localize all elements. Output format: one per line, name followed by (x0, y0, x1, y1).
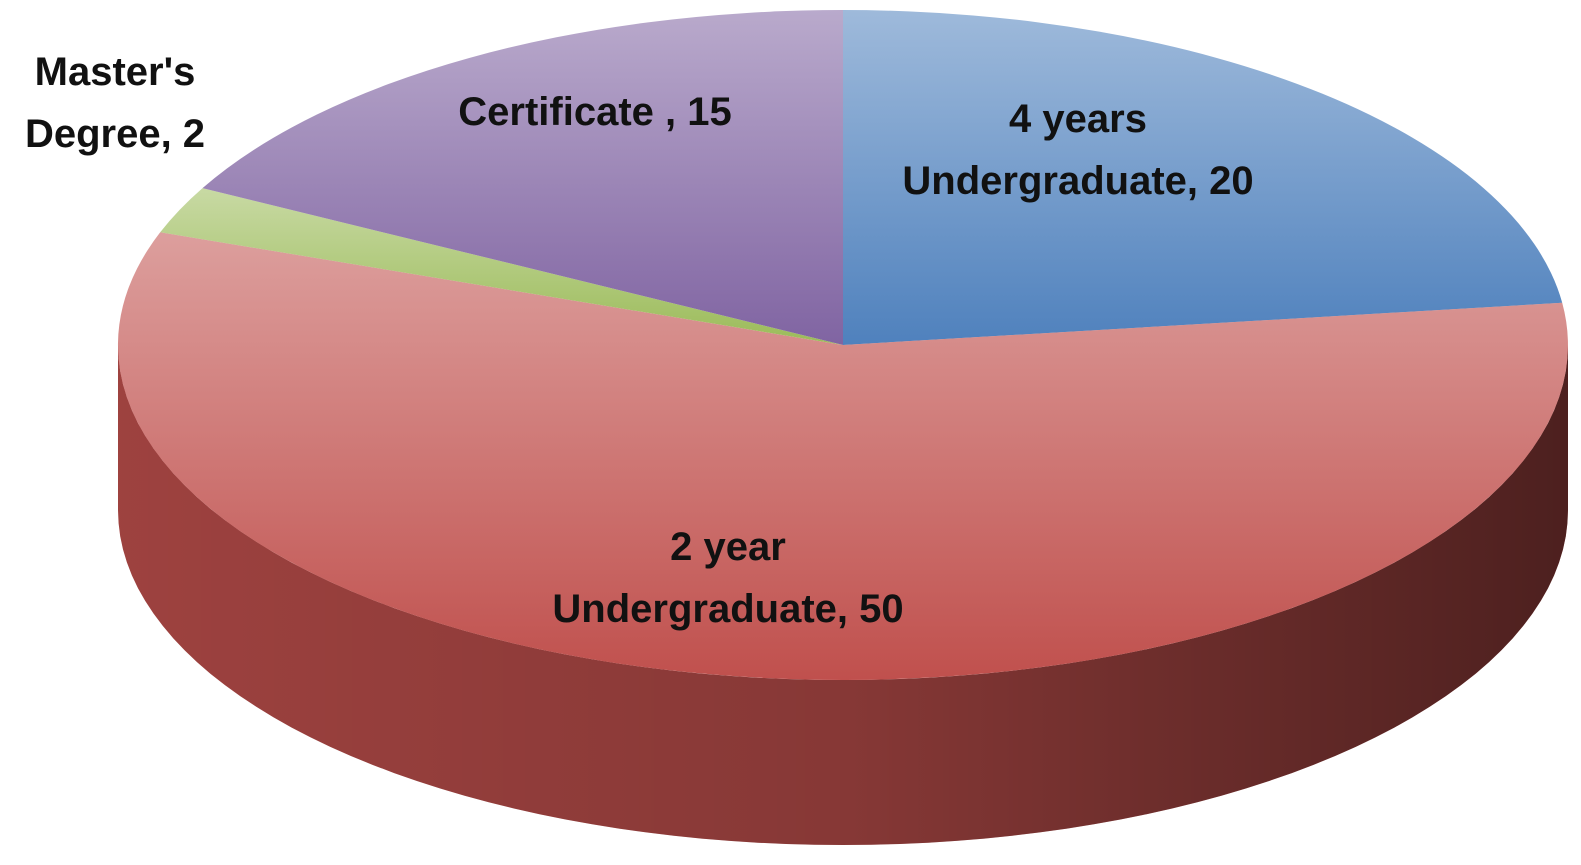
slice (160, 188, 843, 345)
data-label: 4 years Undergraduate, 20 (902, 97, 1254, 203)
data-label: 2 year Undergraduate, 50 (552, 525, 904, 631)
slice-side-shade (118, 345, 1568, 845)
slice (117, 232, 1568, 680)
data-label: Master's Degree, 2 (24, 50, 206, 156)
slice (843, 10, 1563, 345)
slice (202, 10, 843, 345)
data-label: Certificate , 15 (458, 90, 732, 134)
